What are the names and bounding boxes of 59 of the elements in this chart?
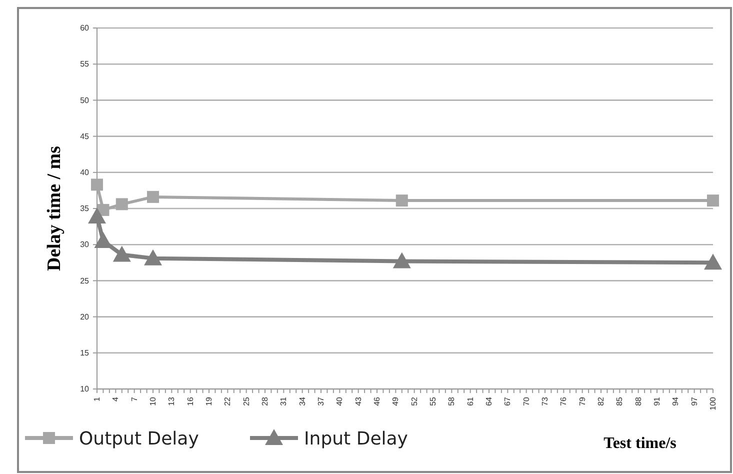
x-tick-label: 4 <box>111 396 120 402</box>
x-tick-label: 16 <box>186 396 195 406</box>
y-tick-label: 45 <box>80 132 90 141</box>
legend-label: Output Delay <box>79 428 200 450</box>
point <box>88 207 106 224</box>
y-axis-title: Delay time / ms <box>44 146 65 272</box>
y-tick-label: 25 <box>80 276 90 286</box>
x-axis-title: Test time/s <box>604 435 676 452</box>
x-tick-label: 79 <box>578 396 587 406</box>
x-tick-label: 52 <box>410 396 419 406</box>
x-tick-label: 97 <box>690 396 699 406</box>
point <box>112 246 131 262</box>
x-tick-label: 85 <box>615 396 624 406</box>
x-tick-label: 19 <box>204 396 214 406</box>
point <box>704 254 722 270</box>
y-tick-label: 20 <box>80 312 90 322</box>
point <box>116 198 128 210</box>
x-tick-label: 49 <box>391 396 400 406</box>
y-tick-label: 35 <box>80 204 90 214</box>
x-tick-label: 34 <box>298 396 307 406</box>
legend-label: Input Delay <box>304 428 408 450</box>
point <box>392 252 411 268</box>
x-tick-label: 28 <box>260 396 270 406</box>
x-tick-label: 31 <box>279 396 288 406</box>
x-tick-label: 61 <box>466 396 475 406</box>
point <box>144 249 162 266</box>
x-tick-label: 91 <box>652 396 662 406</box>
x-tick-label: 94 <box>671 396 680 406</box>
y-tick-label: 40 <box>80 168 90 177</box>
x-tick-label: 22 <box>223 396 232 406</box>
point <box>707 194 719 207</box>
x-tick-label: 10 <box>148 396 158 406</box>
x-tick-label: 100 <box>708 396 718 410</box>
x-tick-label: 25 <box>242 396 251 406</box>
x-tick-label: 37 <box>316 396 326 406</box>
x-tick-label: 67 <box>503 396 512 406</box>
x-tick-label: 58 <box>447 396 456 406</box>
y-tick-label: 60 <box>80 24 90 33</box>
point <box>147 190 159 203</box>
x-tick-label: 43 <box>354 396 363 406</box>
x-tick-label: 13 <box>167 396 176 406</box>
x-tick-label: 88 <box>634 396 643 406</box>
point <box>396 194 408 207</box>
x-tick-label: 46 <box>372 396 382 406</box>
x-tick-label: 82 <box>596 396 606 406</box>
x-tick-label: 64 <box>484 396 494 406</box>
y-tick-label: 55 <box>80 60 90 69</box>
x-tick-label: 73 <box>540 396 550 406</box>
x-tick-label: 7 <box>130 396 139 402</box>
y-tick-label: 10 <box>80 384 90 394</box>
y-tick-label: 15 <box>80 348 90 358</box>
x-tick-label: 70 <box>522 396 531 406</box>
x-tick-label: 76 <box>559 396 568 406</box>
x-tick-label: 1 <box>92 396 102 402</box>
x-tick-label: 55 <box>428 396 438 406</box>
point <box>91 178 103 191</box>
x-tick-label: 40 <box>335 396 344 406</box>
y-tick-label: 30 <box>80 240 90 250</box>
y-tick-label: 50 <box>80 96 90 105</box>
